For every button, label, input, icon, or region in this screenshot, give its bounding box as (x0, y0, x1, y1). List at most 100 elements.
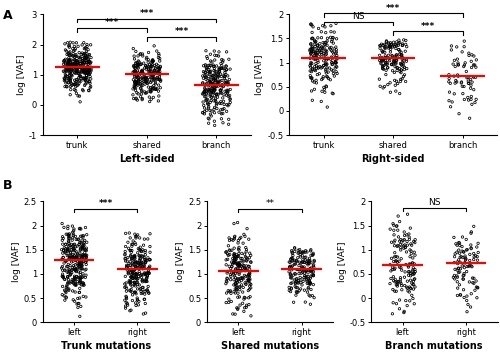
Point (308, 48, 316, 54)
Point (306, 281, 314, 286)
Point (76, 65, 84, 71)
Point (80, 70, 88, 76)
Point (392, 258, 400, 264)
Point (298, 249, 306, 255)
Point (400, 309, 408, 314)
Point (244, 295, 252, 301)
Point (216, 66, 224, 72)
Point (332, 59, 340, 65)
Point (139, 82, 147, 88)
Point (238, 268, 246, 274)
Point (314, 58, 322, 63)
Point (458, 248, 466, 254)
Point (218, 86, 226, 92)
Point (59, 236, 67, 241)
Point (126, 248, 134, 253)
Point (222, 300, 230, 305)
Point (140, 76, 148, 81)
Point (138, 291, 145, 296)
Point (148, 78, 156, 84)
Point (332, 60, 340, 66)
Point (66, 49, 74, 55)
Point (134, 297, 141, 303)
Point (400, 237, 408, 243)
Point (380, 63, 388, 68)
Point (133, 295, 141, 301)
Point (385, 41, 393, 47)
Point (122, 285, 130, 291)
Point (390, 243, 398, 248)
Point (66, 271, 74, 277)
Point (246, 250, 254, 256)
Point (60, 260, 68, 266)
Point (200, 88, 208, 94)
Point (232, 267, 240, 273)
Point (382, 55, 390, 61)
Point (329, 68, 337, 74)
Point (82, 75, 90, 81)
Point (150, 86, 158, 91)
Point (66, 53, 74, 58)
Point (298, 259, 306, 265)
Point (239, 262, 247, 268)
Point (446, 104, 454, 110)
Point (150, 63, 158, 68)
Point (148, 72, 156, 78)
Point (148, 73, 156, 79)
Point (122, 280, 130, 286)
Point (463, 247, 471, 252)
Point (472, 253, 480, 259)
Point (142, 287, 150, 293)
Point (139, 254, 147, 260)
Point (409, 268, 417, 274)
Point (133, 272, 141, 277)
Point (225, 296, 233, 302)
Point (85, 79, 93, 84)
Point (74, 59, 82, 65)
Point (244, 276, 252, 282)
Point (244, 263, 252, 269)
Point (77, 304, 85, 309)
Point (450, 234, 458, 240)
Point (156, 55, 164, 61)
Point (68, 279, 76, 285)
Point (142, 270, 150, 276)
Point (66, 242, 74, 248)
Point (217, 101, 225, 106)
Point (125, 261, 133, 267)
Point (308, 69, 316, 74)
Point (224, 300, 232, 305)
Point (400, 274, 408, 280)
Point (204, 115, 212, 121)
Point (65, 52, 73, 58)
Point (72, 52, 80, 58)
Point (124, 267, 132, 273)
Point (69, 40, 77, 46)
Point (321, 24, 329, 30)
Point (238, 282, 246, 288)
Point (308, 88, 316, 94)
Point (378, 41, 386, 47)
Point (154, 55, 162, 61)
Point (379, 56, 387, 62)
Point (228, 261, 236, 267)
Point (301, 257, 309, 263)
Point (212, 99, 220, 105)
Point (332, 44, 340, 50)
Point (293, 276, 301, 281)
Point (132, 87, 140, 93)
Point (203, 65, 211, 71)
Point (308, 61, 316, 67)
Point (138, 69, 145, 75)
Point (63, 284, 71, 289)
Point (316, 41, 324, 47)
Point (78, 246, 86, 251)
Point (454, 285, 462, 291)
Point (70, 242, 78, 248)
Point (378, 57, 386, 63)
Point (131, 256, 139, 261)
Point (376, 43, 384, 48)
Point (222, 63, 230, 69)
Point (397, 77, 405, 82)
Point (395, 258, 403, 264)
